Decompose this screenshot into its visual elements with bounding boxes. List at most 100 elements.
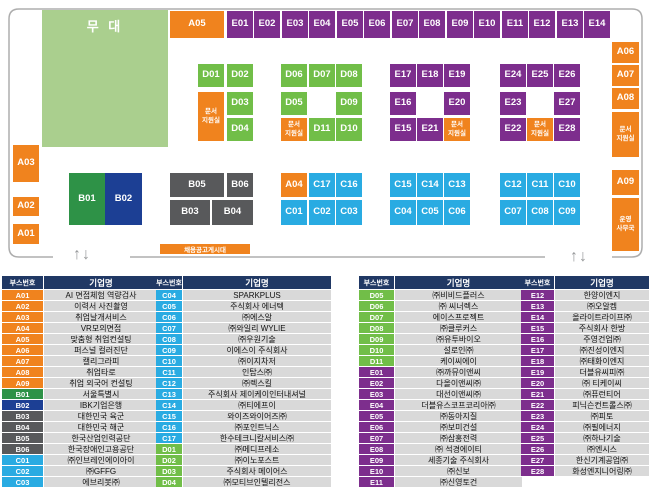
table-row: B05 한국산업인력공단 — [2, 433, 158, 443]
company-name-cell: ㈜하나기술 — [555, 433, 649, 443]
company-name-cell: 더블유스코프코리아㈜ — [395, 400, 522, 410]
booth-number-cell: E03 — [359, 389, 394, 399]
booth-E28: E28 — [554, 118, 580, 141]
table-row: D07 에이스프로젝트 — [359, 312, 522, 322]
booth-A04: A04 — [281, 173, 307, 197]
company-name-cell: 주식회사 제이케이인터내셔널 — [183, 389, 331, 399]
table-row: C02 ㈜GFFG — [2, 466, 158, 476]
booth-E04: E04 — [309, 11, 335, 38]
booth-number-cell: A01 — [2, 290, 43, 300]
company-name-cell: 대한민국 해군 — [44, 422, 158, 432]
table-row: B02 IBK기업은행 — [2, 400, 158, 410]
company-name-cell: 인탑스㈜ — [183, 367, 331, 377]
booth-A08: A08 — [612, 88, 639, 109]
booth-number-cell: C08 — [156, 334, 182, 344]
booth-number-header: 부스번호 — [2, 276, 43, 289]
booth-C08: C08 — [527, 200, 553, 225]
table-row: D08 ㈜클루커스 — [359, 323, 522, 333]
table-header: 부스번호 기업명 — [359, 276, 522, 289]
company-name-cell: ㈜유투바이오 — [395, 334, 522, 344]
booth-B02: B02 — [105, 173, 142, 225]
booth-A03: A03 — [13, 145, 39, 182]
company-name-cell: ㈜삼홍전력 — [395, 433, 522, 443]
table-row: B01 서울특별시 — [2, 389, 158, 399]
company-name-cell: 한신기계공업㈜ — [555, 455, 649, 465]
booth-number-cell: C16 — [156, 422, 182, 432]
company-name-cell: 주식회사 에너텍 — [183, 301, 331, 311]
company-name-cell: ㈜진성이엔지 — [555, 345, 649, 355]
company-name-cell: ㈜보미건설 — [395, 422, 522, 432]
booth-B06: B06 — [227, 173, 253, 197]
booth-B04: B04 — [212, 200, 253, 225]
table-row: E03 대선이앤씨㈜ — [359, 389, 522, 399]
booth-number-cell: A08 — [2, 367, 43, 377]
booth-number-cell: E28 — [521, 466, 554, 476]
booth-number-cell: E04 — [359, 400, 394, 410]
booth-E27: E27 — [554, 92, 580, 115]
table-row: C08 ㈜우원기술 — [156, 334, 331, 344]
booth-A02: A02 — [13, 197, 39, 216]
floor-plan: 채용공고게시대 ↑↓ ↑↓ 무 대 A05 E01 E02 E03 E04 E05 E06 E0… — [8, 8, 643, 265]
table-row: C15 와이즈와이어즈㈜ — [156, 411, 331, 421]
booth-table-2: 부스번호 기업명 C04 SPARKPLUS C05 주식회사 에너텍 C06 ㈜에스알 C… — [156, 276, 331, 487]
booth-B03: B03 — [170, 200, 210, 225]
table-row: A04 VR모의면접 — [2, 323, 158, 333]
booth-D03: D03 — [227, 92, 253, 115]
table-row: C03 에브리봇㈜ — [2, 477, 158, 487]
table-row: E26 ㈜엔시스 — [521, 444, 649, 454]
booth-D08: D08 — [336, 64, 362, 87]
booth-number-cell: D11 — [359, 356, 394, 366]
booth-number-header: 부스번호 — [359, 276, 394, 289]
booth-E25: E25 — [527, 64, 553, 87]
booth-C07: C07 — [500, 200, 526, 225]
booth-number-cell: E11 — [359, 477, 394, 487]
booth-D05: D05 — [281, 92, 307, 115]
company-name-cell: 대한민국 육군 — [44, 411, 158, 421]
booth-C10: C10 — [554, 173, 580, 197]
entrance-arrows-right-icon: ↑↓ — [570, 248, 588, 265]
table-row: E07 ㈜삼홍전력 — [359, 433, 522, 443]
company-name-header: 기업명 — [395, 276, 522, 289]
booth-number-cell: E27 — [521, 455, 554, 465]
table-row: D05 ㈜비비드플러스 — [359, 290, 522, 300]
booth-number-cell: D01 — [156, 444, 182, 454]
company-name-cell: 한국장애인고용공단 — [44, 444, 158, 454]
booth-number-cell: E13 — [521, 301, 554, 311]
table-row: D11 케이씨에이 — [359, 356, 522, 366]
company-name-cell: VR모의면접 — [44, 323, 158, 333]
table-row: E27 한신기계공업㈜ — [521, 455, 649, 465]
booth-number-cell: A06 — [2, 345, 43, 355]
table-row: E21 ㈜퓨런티어 — [521, 389, 649, 399]
booth-number-cell: C09 — [156, 345, 182, 355]
booth-number-cell: E14 — [521, 312, 554, 322]
booth-E15: E15 — [390, 118, 416, 141]
table-row: C14 ㈜티에프이 — [156, 400, 331, 410]
booth-number-cell: C02 — [2, 466, 43, 476]
company-name-cell: 에브리봇㈜ — [44, 477, 158, 487]
company-name-cell: ㈜이지차저 — [183, 356, 331, 366]
booth-E07: E07 — [392, 11, 418, 38]
company-name-cell: ㈜동아지질 — [395, 411, 522, 421]
booth-number-cell: B04 — [2, 422, 43, 432]
table-header: 부스번호 기업명 — [2, 276, 158, 289]
booth-number-cell: E15 — [521, 323, 554, 333]
company-name-cell: 설로인㈜ — [395, 345, 522, 355]
booth-E16: E16 — [390, 92, 416, 115]
booth-number-cell: E08 — [359, 444, 394, 454]
booth-number-cell: D08 — [359, 323, 394, 333]
table-row: C04 SPARKPLUS — [156, 290, 331, 300]
table-row: E28 화성엔지니어링㈜ — [521, 466, 649, 476]
company-name-cell: ㈜인브레인에이아이 — [44, 455, 158, 465]
table-row: E01 ㈜까뮤이앤씨 — [359, 367, 522, 377]
table-row: A07 캘리그라피 — [2, 356, 158, 366]
table-row: D02 ㈜이노포스트 — [156, 455, 331, 465]
booth-C13: C13 — [444, 173, 470, 197]
booth-E02: E02 — [254, 11, 280, 38]
company-name-cell: IBK기업은행 — [44, 400, 158, 410]
company-name-cell: 주식회사 한방 — [555, 323, 649, 333]
company-name-cell: ㈜ 석경에이티 — [395, 444, 522, 454]
booth-number-cell: C17 — [156, 433, 182, 443]
table-row: B04 대한민국 해군 — [2, 422, 158, 432]
table-row: C01 ㈜인브레인에이아이 — [2, 455, 158, 465]
table-row: A09 취업 외국어 컨설팅 — [2, 378, 158, 388]
